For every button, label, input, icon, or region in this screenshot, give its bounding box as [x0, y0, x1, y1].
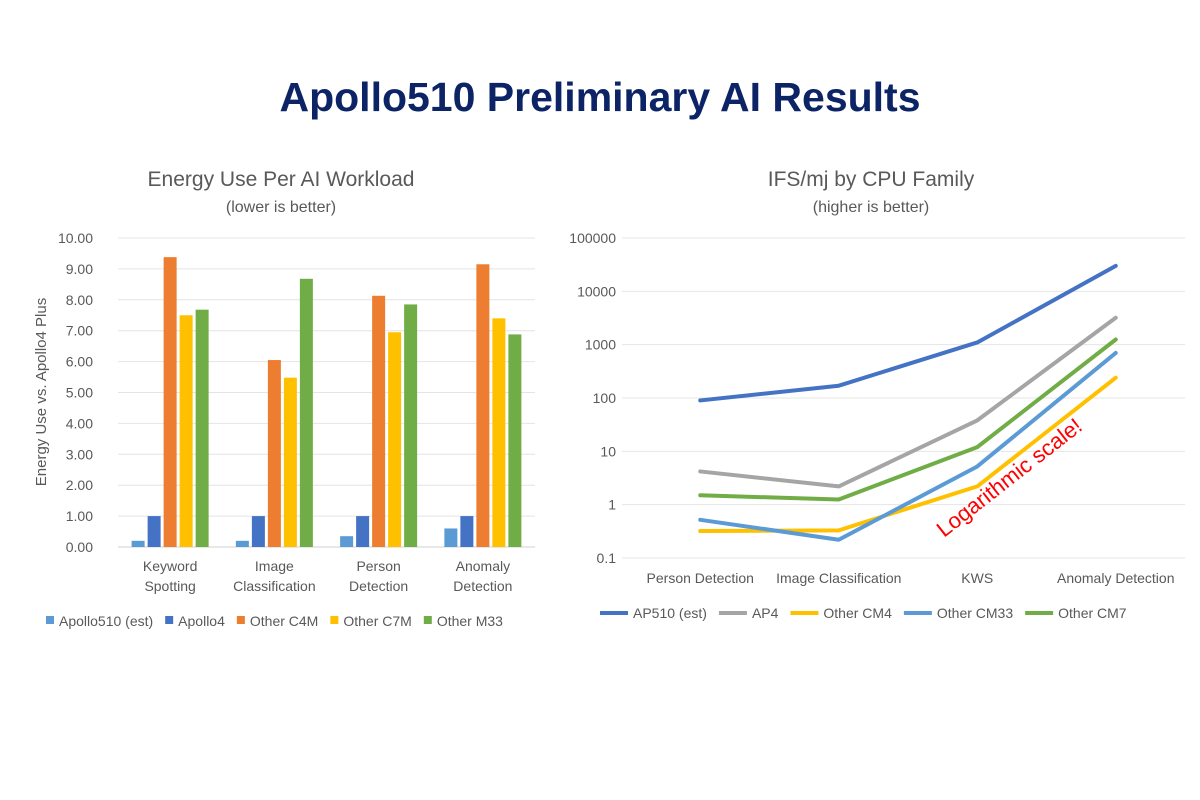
page-title: Apollo510 Preliminary AI Results	[279, 74, 921, 120]
x-tick-label: Image Classification	[776, 570, 901, 586]
legend-label: Other C7M	[343, 613, 411, 629]
x-tick-label: Spotting	[144, 578, 195, 594]
x-tick-label: Detection	[349, 578, 408, 594]
series-line	[698, 263, 1118, 403]
legend-label: Apollo4	[178, 613, 225, 629]
legend-label: Other C4M	[250, 613, 318, 629]
bar	[388, 332, 402, 547]
y-tick-label: 1	[608, 497, 616, 513]
legend-label: Other CM33	[937, 605, 1013, 621]
bar	[492, 318, 506, 547]
bar	[235, 540, 249, 547]
x-tick-label: Anomaly Detection	[1057, 570, 1175, 586]
bar	[508, 334, 522, 547]
y-tick-label: 0.1	[597, 550, 617, 566]
legend-swatch	[165, 616, 174, 624]
bar	[356, 516, 370, 547]
series-line	[698, 337, 1118, 502]
legend-swatch	[236, 616, 245, 624]
bar	[444, 528, 458, 547]
y-tick-label: 8.00	[66, 292, 93, 308]
x-tick-label: Detection	[453, 578, 512, 594]
line-chart-subtitle: (higher is better)	[813, 199, 930, 216]
legend-label: AP4	[752, 605, 779, 621]
bar	[251, 516, 265, 547]
bar	[163, 257, 177, 547]
y-tick-label: 7.00	[66, 323, 93, 339]
bar	[460, 516, 474, 547]
y-tick-label: 10.00	[58, 230, 93, 246]
y-tick-label: 1.00	[66, 508, 93, 524]
y-tick-label: 100	[593, 390, 617, 406]
y-tick-label: 6.00	[66, 354, 93, 370]
bar-chart-title: Energy Use Per AI Workload	[148, 168, 415, 191]
bar	[147, 516, 161, 547]
y-tick-label: 9.00	[66, 261, 93, 277]
y-tick-label: 0.00	[66, 539, 93, 555]
legend-swatch	[423, 616, 432, 624]
legend-label: Other M33	[437, 613, 503, 629]
legend-label: Apollo510 (est)	[59, 613, 153, 629]
y-tick-label: 5.00	[66, 385, 93, 401]
bar	[476, 264, 490, 547]
bar	[195, 309, 209, 547]
x-tick-label: KWS	[961, 570, 993, 586]
x-tick-label: Person Detection	[647, 570, 754, 586]
bar-chart-subtitle: (lower is better)	[226, 199, 336, 216]
bar	[299, 278, 313, 547]
bar	[372, 295, 386, 547]
bar	[267, 360, 281, 547]
legend-label: Other CM4	[823, 605, 892, 621]
legend-swatch	[46, 616, 54, 624]
y-tick-label: 10	[600, 443, 616, 459]
series-line	[698, 315, 1118, 489]
line-chart-title: IFS/mj by CPU Family	[768, 168, 975, 191]
series-line	[698, 350, 1118, 542]
y-tick-label: 2.00	[66, 477, 93, 493]
legend-swatch	[330, 616, 339, 624]
bar	[283, 377, 297, 547]
legend-label: Other CM7	[1058, 605, 1127, 621]
y-tick-label: 1000	[585, 337, 616, 353]
y-tick-label: 4.00	[66, 415, 93, 431]
x-tick-label: Anomaly	[456, 558, 510, 574]
x-tick-label: Person	[356, 558, 400, 574]
x-tick-label: Image	[255, 558, 294, 574]
bar	[131, 540, 145, 547]
y-tick-label: 100000	[569, 230, 616, 246]
x-tick-label: Keyword	[143, 558, 197, 574]
legend-label: AP510 (est)	[633, 605, 707, 621]
y-tick-label: 3.00	[66, 446, 93, 462]
bar	[404, 304, 418, 547]
y-axis-label: Energy Use vs. Apollo4 Plus	[33, 298, 50, 486]
y-tick-label: 10000	[577, 283, 616, 299]
bar	[179, 315, 193, 547]
bar	[340, 536, 354, 547]
x-tick-label: Classification	[233, 578, 315, 594]
